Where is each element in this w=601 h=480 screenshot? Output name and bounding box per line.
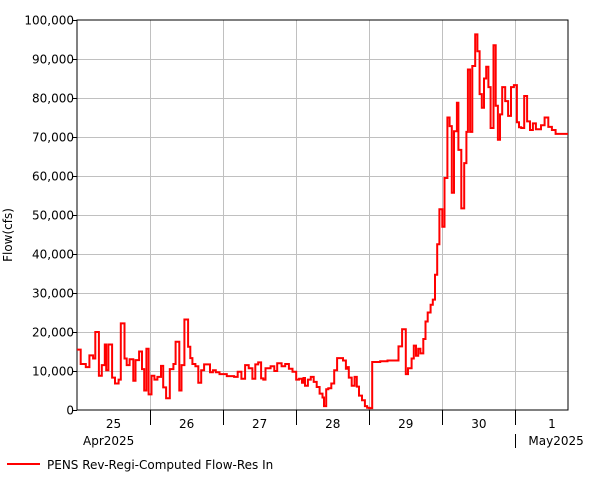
x-month-label: May2025 xyxy=(528,434,583,448)
x-day-label: 26 xyxy=(179,417,194,431)
series-layer xyxy=(77,33,568,410)
legend-label: PENS Rev-Regi-Computed Flow-Res In xyxy=(47,458,273,472)
y-axis-title: Flow(cfs) xyxy=(1,208,15,262)
y-tick-label: 80,000 xyxy=(32,92,74,106)
series-line xyxy=(77,33,568,410)
y-tick-label: 90,000 xyxy=(32,53,74,67)
y-tick-label: 40,000 xyxy=(32,248,74,262)
y-tick-label: 50,000 xyxy=(32,209,74,223)
y-axis: 0 10,000 20,000 30,000 40,000 50,000 60,000 70,… xyxy=(24,14,77,418)
x-day-label: 29 xyxy=(398,417,413,431)
legend: PENS Rev-Regi-Computed Flow-Res In xyxy=(7,458,273,472)
x-day-label: 27 xyxy=(252,417,267,431)
y-tick-label: 10,000 xyxy=(32,365,74,379)
x-day-label: 1 xyxy=(548,417,556,431)
x-month-label: Apr2025 xyxy=(83,434,134,448)
y-tick-label: 30,000 xyxy=(32,287,74,301)
x-axis: 25 26 27 28 29 30 1 Apr2025 May2025 xyxy=(83,410,584,448)
x-day-label: 30 xyxy=(471,417,486,431)
y-tick-label: 20,000 xyxy=(32,326,74,340)
y-tick-label: 0 xyxy=(66,404,74,418)
y-tick-label: 100,000 xyxy=(24,14,74,28)
x-day-label: 28 xyxy=(325,417,340,431)
x-day-label: 25 xyxy=(106,417,121,431)
y-tick-label: 60,000 xyxy=(32,170,74,184)
y-tick-label: 70,000 xyxy=(32,131,74,145)
